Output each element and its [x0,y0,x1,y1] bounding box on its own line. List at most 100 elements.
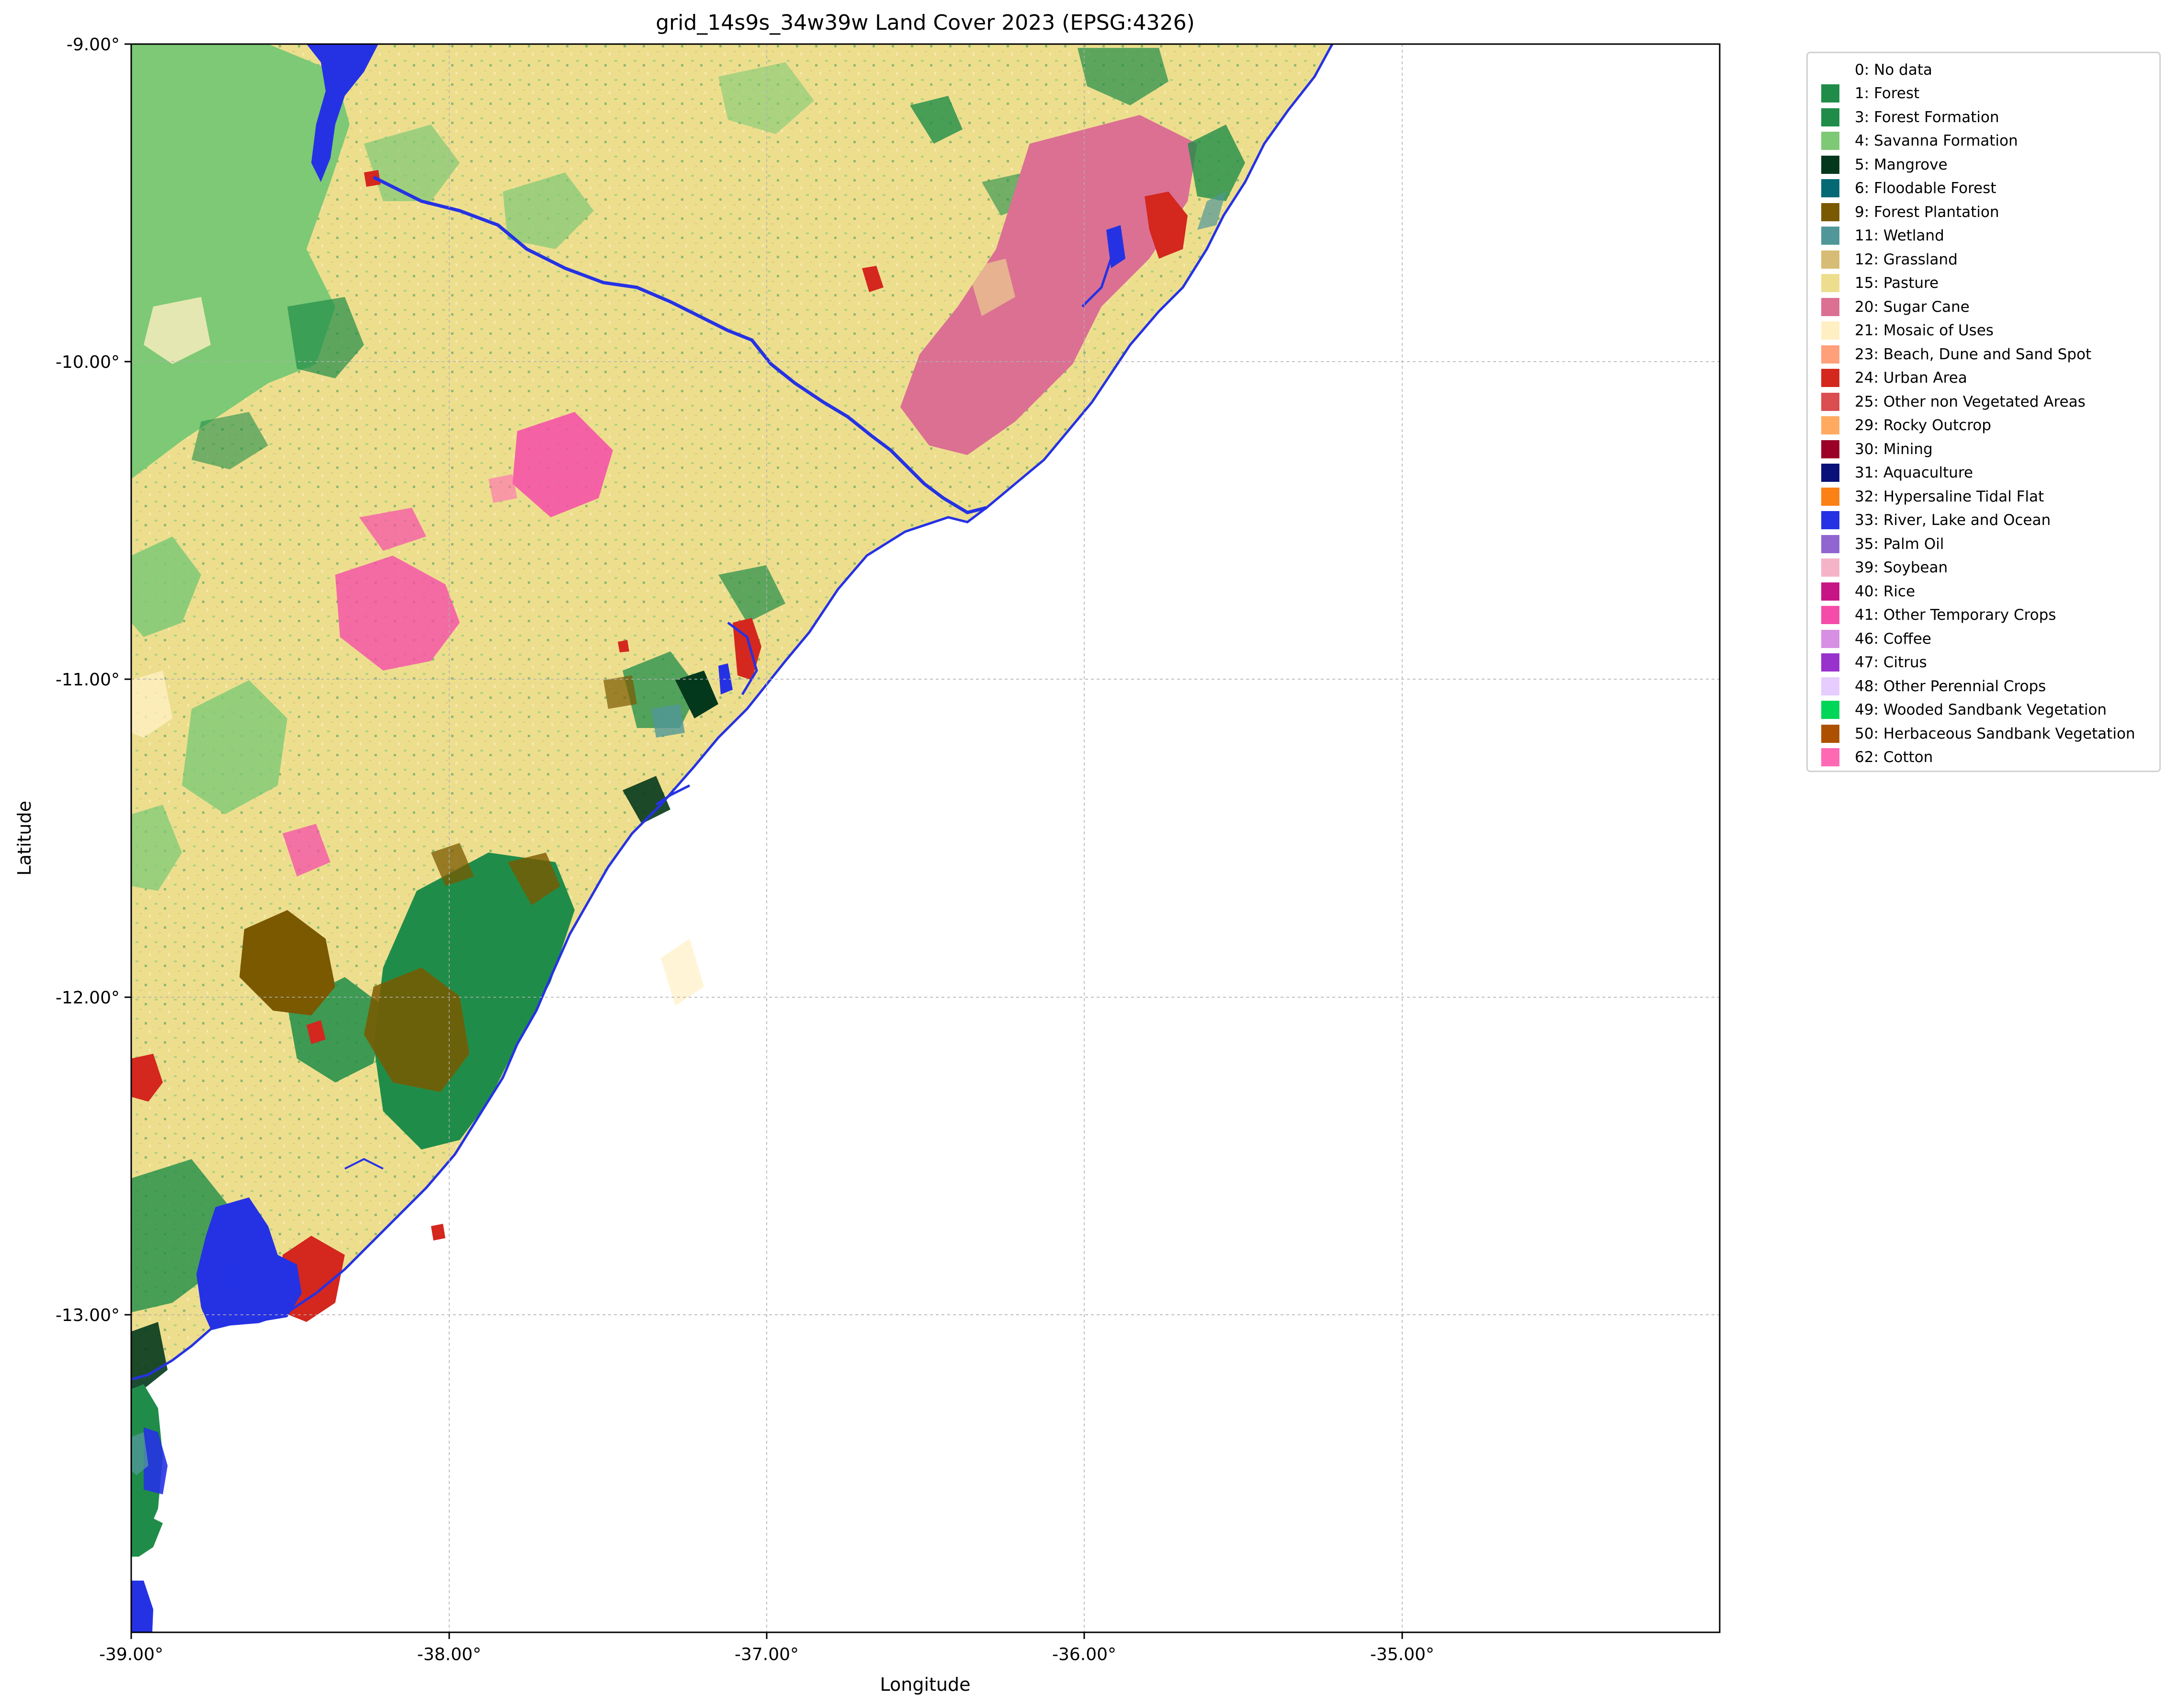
legend-swatch [1821,582,1839,601]
legend-label: 0: No data [1855,61,1932,79]
legend-label: 39: Soybean [1855,559,1948,577]
legend-swatch [1821,701,1839,719]
x-axis [130,1632,1403,1639]
map-title: grid_14s9s_34w39w Land Cover 2023 (EPSG:… [656,11,1195,35]
legend-label: 20: Sugar Cane [1855,298,1970,316]
legend-swatch [1821,203,1839,221]
legend-label: 46: Coffee [1855,630,1931,648]
legend-label: 9: Forest Plantation [1855,203,1999,221]
legend-label: 23: Beach, Dune and Sand Spot [1855,345,2092,363]
legend-swatch [1821,464,1839,482]
legend-swatch [1821,487,1839,506]
legend-label: 47: Citrus [1855,654,1927,672]
legend-swatch [1821,321,1839,340]
legend-item: 0: No data [1821,58,2159,82]
legend-swatch [1821,155,1839,174]
legend-item: 29: Rocky Outcrop [1821,414,2159,438]
legend-label: 12: Grassland [1855,251,1958,268]
legend-swatch [1821,511,1839,530]
legend-list: 0: No data 1: Forest 3: Forest Formation 4:… [1808,53,2159,769]
y-tick-label: -12.00° [56,988,120,1008]
legend-item: 50: Herbaceous Sandbank Vegetation [1821,722,2159,746]
x-tick-label: -37.00° [735,1645,799,1664]
legend-label: 49: Wooded Sandbank Vegetation [1855,701,2107,719]
legend-label: 50: Herbaceous Sandbank Vegetation [1855,725,2135,742]
legend-swatch [1821,606,1839,625]
legend-swatch [1821,60,1839,79]
legend-label: 4: Savanna Formation [1855,132,2018,150]
legend-item: 25: Other non Vegetated Areas [1821,390,2159,414]
legend-swatch [1821,558,1839,577]
legend-label: 25: Other non Vegetated Areas [1855,393,2086,410]
legend-swatch [1821,274,1839,293]
legend-label: 40: Rice [1855,582,1916,600]
legend-label: 24: Urban Area [1855,369,1967,387]
legend-swatch [1821,179,1839,198]
legend-item: 5: Mangrove [1821,153,2159,177]
legend-label: 30: Mining [1855,440,1933,458]
legend-item: 33: River, Lake and Ocean [1821,509,2159,533]
legend-item: 31: Aquaculture [1821,461,2159,485]
legend-label: 15: Pasture [1855,274,1939,292]
legend-label: 48: Other Perennial Crops [1855,677,2046,695]
legend-swatch [1821,416,1839,435]
legend-item: 46: Coffee [1821,627,2159,651]
legend-item: 47: Citrus [1821,651,2159,675]
legend-swatch [1821,724,1839,743]
y-axis-label: Latitude [14,801,35,876]
legend-item: 41: Other Temporary Crops [1821,603,2159,627]
x-tick-label: -35.00° [1370,1645,1434,1664]
x-tick-label: -39.00° [99,1645,163,1664]
legend-label: 35: Palm Oil [1855,535,1944,553]
y-tick-label: -11.00° [56,670,120,690]
legend-item: 9: Forest Plantation [1821,200,2159,224]
y-axis [125,43,131,1316]
legend-label: 11: Wetland [1855,227,1944,245]
legend-swatch [1821,108,1839,126]
legend-item: 20: Sugar Cane [1821,295,2159,319]
legend-swatch [1821,132,1839,150]
legend-label: 31: Aquaculture [1855,464,1973,482]
legend-swatch [1821,84,1839,103]
legend-swatch [1821,677,1839,695]
legend-label: 6: Floodable Forest [1855,180,1996,197]
legend-swatch [1821,297,1839,316]
y-tick-label: -13.00° [56,1306,120,1325]
legend-item: 39: Soybean [1821,556,2159,580]
legend-label: 33: River, Lake and Ocean [1855,512,2051,529]
legend-label: 1: Forest [1855,85,1920,102]
legend-item: 40: Rice [1821,580,2159,603]
legend-item: 21: Mosaic of Uses [1821,319,2159,343]
legend-swatch [1821,250,1839,269]
legend-item: 49: Wooded Sandbank Vegetation [1821,698,2159,722]
legend-label: 29: Rocky Outcrop [1855,417,1991,434]
bay-water [196,1197,302,1329]
legend-label: 5: Mangrove [1855,156,1948,173]
map-legend: 0: No data 1: Forest 3: Forest Formation 4:… [1806,52,2161,772]
legend-item: 15: Pasture [1821,272,2159,296]
legend-label: 32: Hypersaline Tidal Flat [1855,488,2044,505]
legend-swatch [1821,345,1839,364]
legend-swatch [1821,392,1839,411]
map-axes-frame [130,43,1721,1633]
legend-label: 21: Mosaic of Uses [1855,322,1994,340]
legend-swatch [1821,227,1839,245]
legend-item: 1: Forest [1821,82,2159,106]
legend-swatch [1821,369,1839,387]
legend-swatch [1821,748,1839,767]
legend-swatch [1821,629,1839,648]
legend-label: 3: Forest Formation [1855,108,1999,126]
map-gridlines [131,44,1720,1632]
legend-item: 48: Other Perennial Crops [1821,674,2159,698]
legend-item: 12: Grassland [1821,248,2159,272]
legend-item: 35: Palm Oil [1821,532,2159,556]
x-tick-label: -38.00° [417,1645,481,1664]
legend-swatch [1821,440,1839,458]
legend-item: 6: Floodable Forest [1821,177,2159,201]
legend-item: 23: Beach, Dune and Sand Spot [1821,342,2159,366]
y-tick-label: -10.00° [56,353,120,372]
legend-swatch [1821,653,1839,672]
legend-item: 4: Savanna Formation [1821,129,2159,153]
legend-item: 3: Forest Formation [1821,105,2159,129]
